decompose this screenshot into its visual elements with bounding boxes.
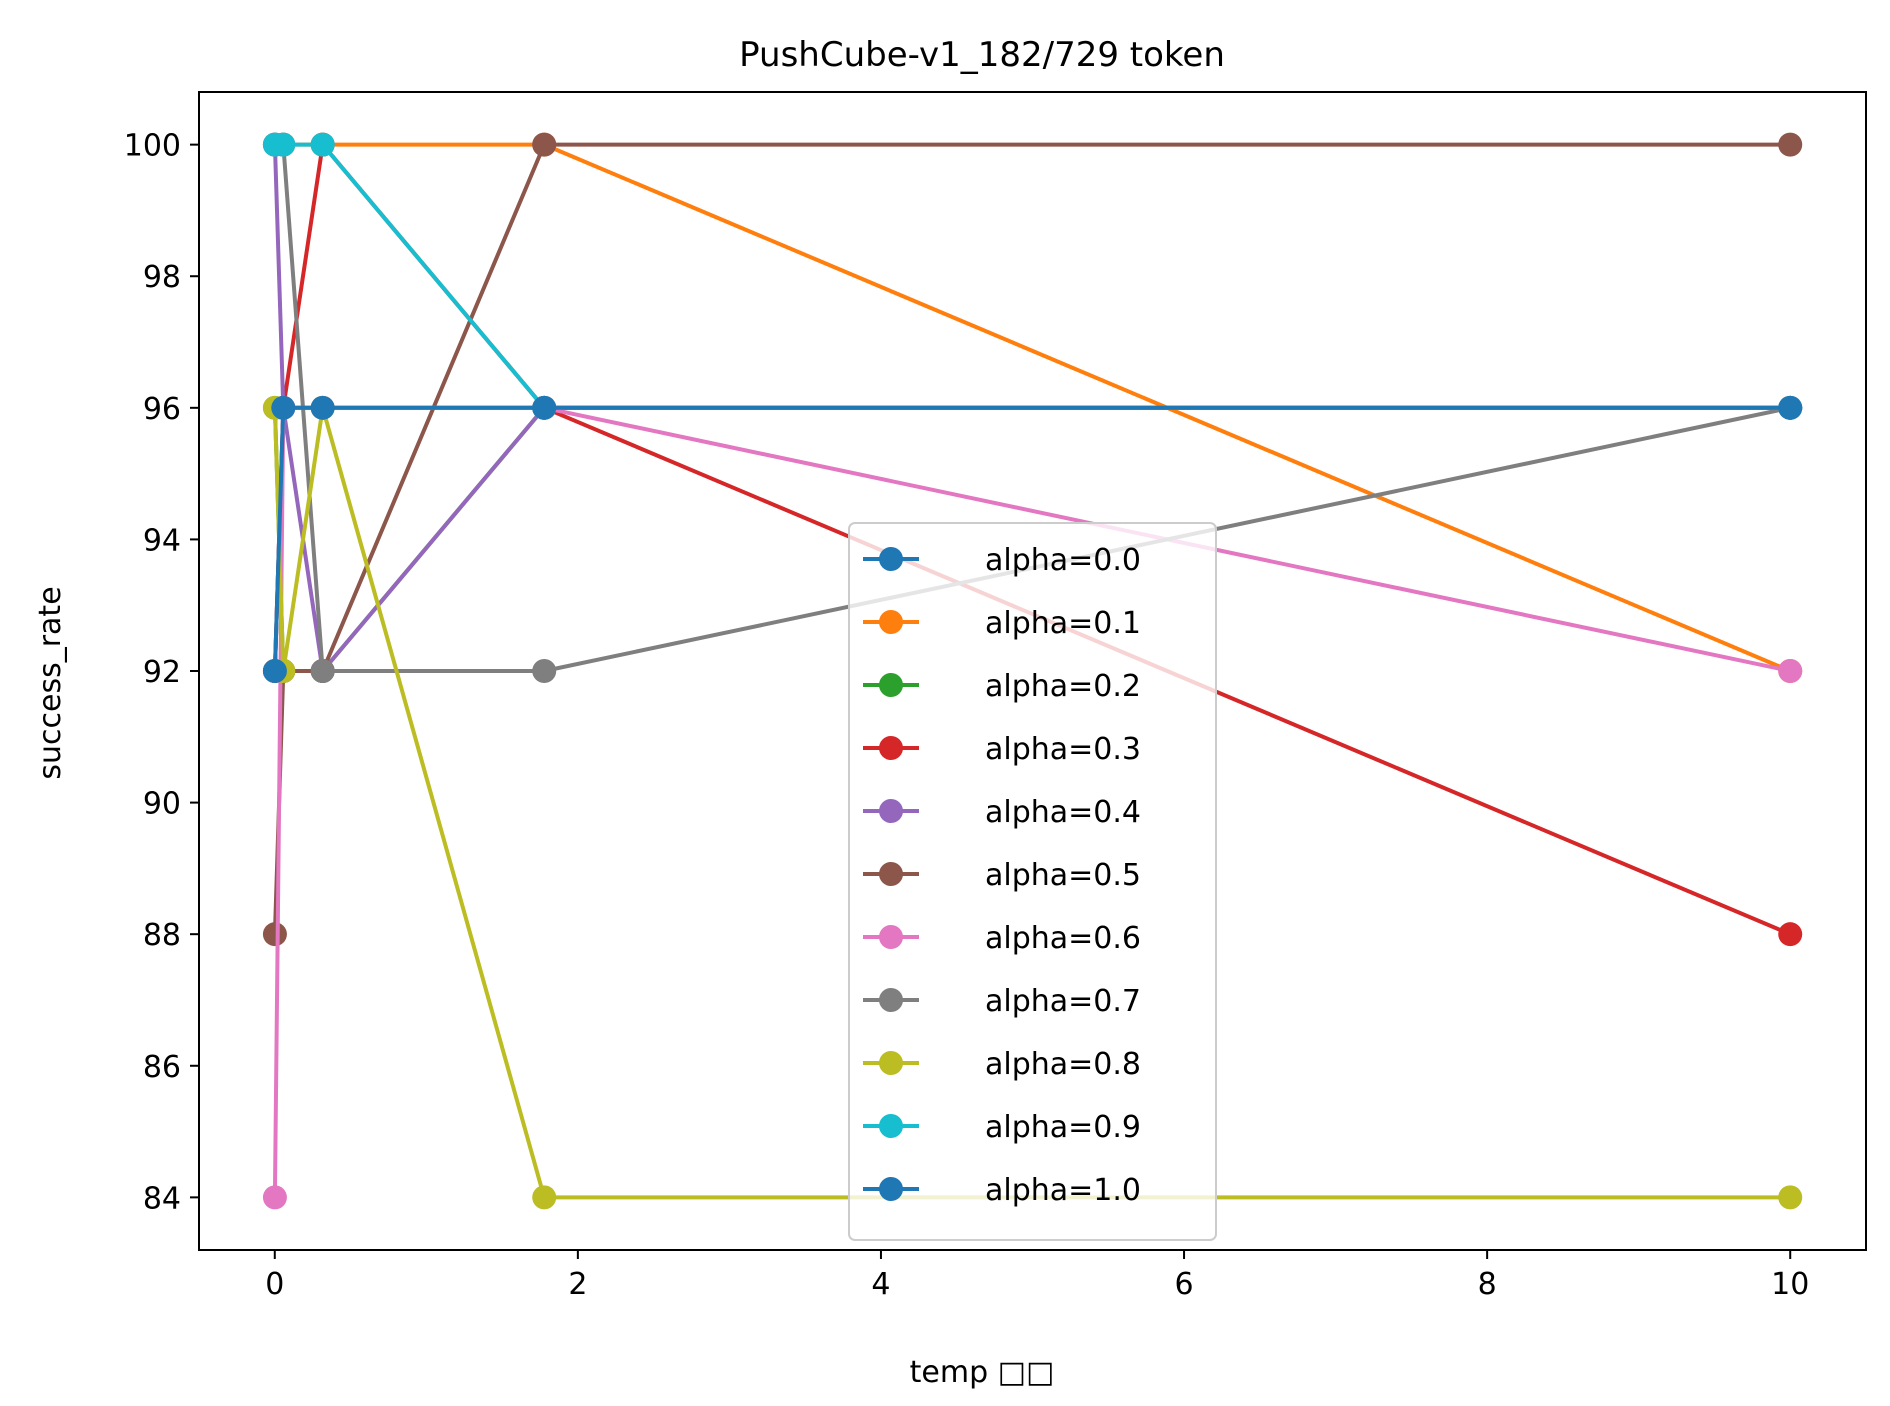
legend-label: alpha=0.9 [985, 1110, 1141, 1145]
data-point [532, 395, 557, 420]
axes-layer: 0 2 4 6 8 10 84 86 88 90 92 94 96 98 100 [124, 91, 1867, 1302]
legend-marker [879, 862, 903, 886]
legend-marker [879, 610, 903, 634]
data-point [271, 132, 296, 157]
legend-marker [879, 1114, 903, 1138]
y-tick-label: 90 [143, 787, 181, 822]
legend-label: alpha=1.0 [985, 1173, 1141, 1208]
data-point [1778, 395, 1803, 420]
data-point [532, 659, 557, 683]
data-point [1778, 1185, 1803, 1210]
legend-entry: alpha=1.0 [863, 1173, 1141, 1208]
legend-marker [879, 1177, 903, 1201]
legend-marker [879, 547, 903, 571]
data-point [310, 659, 335, 683]
x-axis-label: temp □□ [910, 1355, 1055, 1390]
legend-marker [879, 988, 903, 1012]
legend-entry: alpha=0.0 [863, 543, 1141, 578]
legend-entry: alpha=0.1 [863, 606, 1141, 641]
data-point [262, 659, 287, 683]
x-tick-label: 8 [1478, 1267, 1497, 1302]
x-tick-label: 6 [1174, 1267, 1193, 1302]
x-tick-label: 4 [871, 1267, 890, 1302]
legend-entry: alpha=0.2 [863, 669, 1141, 704]
y-tick-label: 94 [143, 523, 181, 558]
legend-marker [879, 799, 903, 823]
series-line [274, 142, 1791, 410]
legend-entry: alpha=0.9 [863, 1110, 1141, 1145]
legend-label: alpha=0.1 [985, 606, 1141, 641]
y-tick-label: 100 [124, 129, 181, 164]
legend: alpha=0.0 alpha=0.1 alpha=0.2 alpha=0.3 alph… [848, 522, 1217, 1241]
y-tick-label: 84 [143, 1181, 181, 1216]
x-tick-label: 2 [568, 1267, 587, 1302]
legend-marker [879, 1051, 903, 1075]
legend-label: alpha=0.4 [985, 795, 1141, 830]
data-point [310, 395, 335, 420]
legend-entry: alpha=0.5 [863, 858, 1141, 893]
legend-label: alpha=0.6 [985, 921, 1141, 956]
legend-label: alpha=0.7 [985, 984, 1141, 1019]
legend-marker [879, 736, 903, 760]
legend-box [848, 522, 1217, 1241]
legend-entry: alpha=0.8 [863, 1047, 1141, 1082]
legend-entry: alpha=0.6 [863, 921, 1141, 956]
legend-marker [879, 925, 903, 949]
legend-label: alpha=0.3 [985, 732, 1141, 767]
data-point [262, 1185, 287, 1210]
data-point [532, 132, 557, 157]
legend-label: alpha=0.0 [985, 543, 1141, 578]
y-tick-label: 98 [143, 260, 181, 295]
data-point [1778, 132, 1803, 157]
y-tick-label: 88 [143, 918, 181, 953]
legend-entry: alpha=0.3 [863, 732, 1141, 767]
y-tick-label: 92 [143, 655, 181, 690]
x-tick-label: 0 [265, 1267, 284, 1302]
data-point [532, 1185, 557, 1210]
y-tick-label: 96 [143, 392, 181, 427]
chart-title: PushCube-v1_182/729 token [739, 35, 1225, 75]
legend-label: alpha=0.8 [985, 1047, 1141, 1082]
legend-label: alpha=0.2 [985, 669, 1141, 704]
data-point [271, 395, 296, 420]
legend-marker [879, 673, 903, 697]
data-point [310, 132, 335, 157]
legend-entry: alpha=0.4 [863, 795, 1141, 830]
legend-label: alpha=0.5 [985, 858, 1141, 893]
legend-entry: alpha=0.7 [863, 984, 1141, 1019]
data-point [1778, 922, 1803, 947]
series-9 [262, 132, 1803, 420]
data-point [262, 922, 287, 947]
x-tick-label: 10 [1771, 1267, 1809, 1302]
data-point [1778, 659, 1803, 683]
y-axis-label: success_rate [33, 586, 68, 779]
y-tick-label: 86 [143, 1050, 181, 1085]
series-10 [262, 395, 1803, 683]
